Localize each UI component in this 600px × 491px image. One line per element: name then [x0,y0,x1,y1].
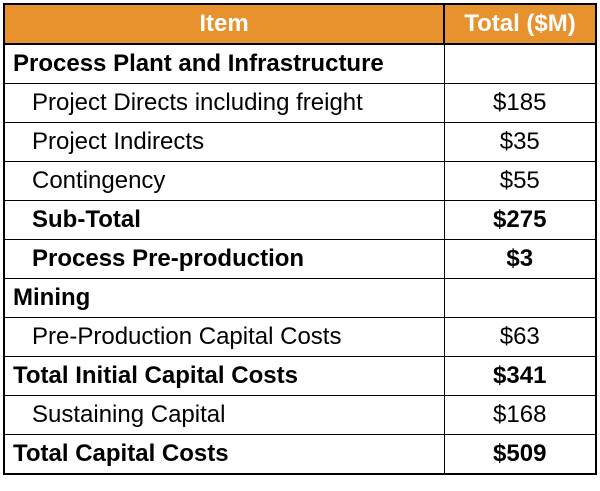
row-value: $55 [443,161,597,201]
row-value: $35 [443,122,597,162]
row-label: Sub-Total [3,200,445,240]
row-label: Sustaining Capital [3,395,445,435]
table-row: Total Capital Costs $509 [3,434,597,475]
table-row: Total Initial Capital Costs $341 [3,356,597,396]
row-label: Mining [3,278,445,318]
row-value [443,278,597,318]
row-label: Total Initial Capital Costs [3,356,445,396]
table-row: Project Indirects $35 [3,122,597,162]
row-value: $3 [443,239,597,279]
capital-costs-table: Item Total ($M) Process Plant and Infras… [3,3,597,475]
table-row: Pre-Production Capital Costs $63 [3,317,597,357]
row-label: Contingency [3,161,445,201]
table-row: Sustaining Capital $168 [3,395,597,435]
row-value: $275 [443,200,597,240]
row-value: $341 [443,356,597,396]
row-value: $509 [443,434,597,475]
row-value: $168 [443,395,597,435]
row-label: Pre-Production Capital Costs [3,317,445,357]
table-header-row: Item Total ($M) [3,3,597,45]
table-row: Sub-Total $275 [3,200,597,240]
row-label: Project Directs including freight [3,83,445,123]
capital-costs-table-wrapper: Item Total ($M) Process Plant and Infras… [3,3,597,475]
header-item: Item [3,3,445,45]
table-row: Process Pre-production $3 [3,239,597,279]
row-value [443,43,597,84]
table-row: Project Directs including freight $185 [3,83,597,123]
row-label: Process Plant and Infrastructure [3,43,445,84]
row-label: Total Capital Costs [3,434,445,475]
row-value: $63 [443,317,597,357]
table-body: Process Plant and Infrastructure Project… [3,43,597,475]
table-row: Contingency $55 [3,161,597,201]
table-row: Process Plant and Infrastructure [3,43,597,84]
table-row: Mining [3,278,597,318]
header-total: Total ($M) [443,3,597,45]
row-value: $185 [443,83,597,123]
row-label: Project Indirects [3,122,445,162]
row-label: Process Pre-production [3,239,445,279]
